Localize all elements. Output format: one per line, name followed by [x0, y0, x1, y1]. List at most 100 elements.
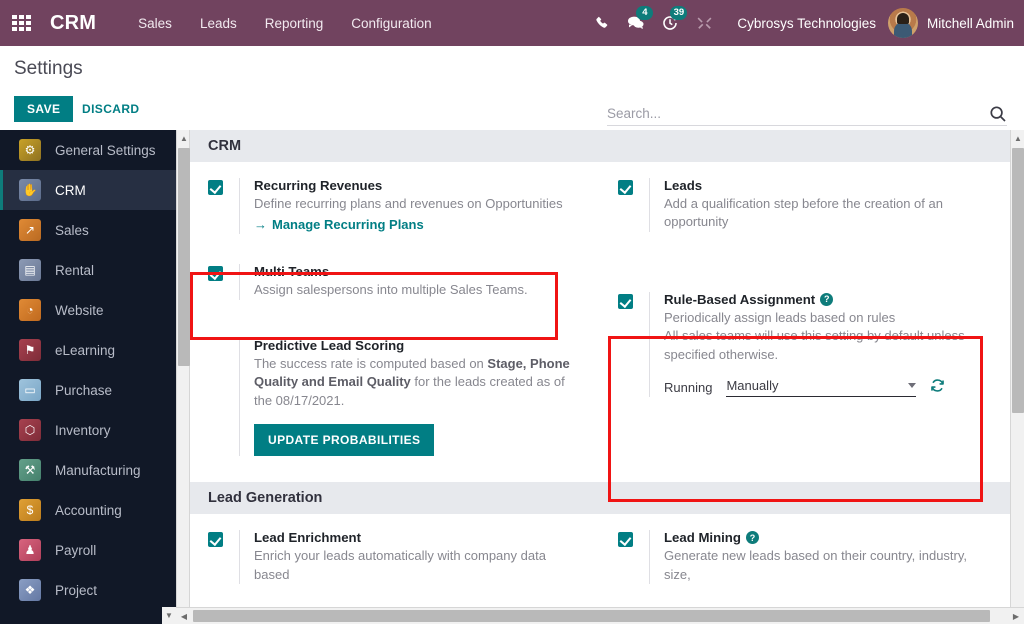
- refresh-icon[interactable]: [930, 378, 945, 397]
- sidebar-item-crm[interactable]: ✋ CRM: [0, 170, 176, 210]
- activities-badge: 39: [670, 6, 688, 20]
- sidebar-item-general-settings[interactable]: ⚙ General Settings: [0, 130, 176, 170]
- setting-recurring-revenues: Recurring Revenues Define recurring plan…: [190, 162, 600, 242]
- sidebar-item-label: Purchase: [55, 382, 113, 398]
- save-button[interactable]: SAVE: [14, 96, 74, 122]
- menu-item-configuration[interactable]: Configuration: [351, 15, 432, 31]
- sidebar-item-manufacturing[interactable]: ⚒ Manufacturing: [0, 450, 176, 490]
- running-select[interactable]: Manually: [726, 378, 917, 398]
- content-vertical-scrollbar[interactable]: ▲ ▼: [1010, 130, 1024, 624]
- scroll-up-arrow-icon[interactable]: ▲: [180, 133, 188, 143]
- setting-rule-based-assignment: Rule-Based Assignment ? Periodically ass…: [600, 240, 1010, 405]
- chart-up-icon: ↗: [19, 219, 41, 241]
- crm-settings-grid: Recurring Revenues Define recurring plan…: [190, 162, 1010, 464]
- help-icon[interactable]: ?: [745, 531, 759, 545]
- sidebar-item-rental[interactable]: ▤ Rental: [0, 250, 176, 290]
- recurring-revenues-description: Define recurring plans and revenues on O…: [254, 196, 563, 211]
- lead-mining-title: Lead Mining ?: [664, 530, 992, 545]
- lead-enrichment-checkbox[interactable]: [208, 532, 223, 548]
- scrollbar-thumb[interactable]: [178, 148, 190, 366]
- search-input[interactable]: [607, 106, 989, 121]
- setting-lead-mining: Lead Mining ? Generate new leads based o…: [600, 514, 1010, 592]
- avatar[interactable]: [887, 8, 918, 38]
- top-navigation-bar: CRM Sales Leads Reporting Configuration …: [0, 0, 1024, 46]
- person-badge-icon: ♟: [19, 539, 41, 561]
- recurring-revenues-checkbox[interactable]: [208, 180, 223, 195]
- multi-teams-description: Assign salespersons into multiple Sales …: [254, 282, 528, 298]
- arrow-right-icon: →: [254, 217, 267, 233]
- sidebar-item-purchase[interactable]: ▭ Purchase: [0, 370, 176, 410]
- app-brand-title[interactable]: CRM: [50, 11, 97, 34]
- content-horizontal-scrollbar[interactable]: ◀ ▶: [176, 607, 1024, 624]
- apps-grid-icon[interactable]: [12, 14, 34, 32]
- developer-tools-icon[interactable]: [687, 8, 721, 38]
- divider: [649, 530, 650, 585]
- menu-item-reporting[interactable]: Reporting: [264, 15, 324, 31]
- lead-mining-label: Lead Mining: [664, 530, 741, 546]
- rule-based-assignment-label: Rule-Based Assignment: [664, 291, 816, 307]
- setting-predictive-lead-scoring: Predictive Lead Scoring The success rate…: [190, 320, 600, 464]
- card-icon: ▭: [19, 379, 41, 401]
- recurring-revenues-title: Recurring Revenues: [254, 178, 383, 193]
- sidebar-item-accounting[interactable]: $ Accounting: [0, 490, 176, 530]
- scroll-up-arrow-icon[interactable]: ▲: [1014, 133, 1022, 143]
- activities-clock-icon[interactable]: 39: [653, 6, 688, 38]
- scroll-right-arrow-icon[interactable]: ▶: [1012, 611, 1020, 621]
- scroll-corner-down-arrow-icon[interactable]: ▼: [162, 607, 176, 624]
- sidebar-vertical-scrollbar[interactable]: ▲ ▼: [176, 130, 190, 624]
- leads-checkbox[interactable]: [618, 180, 633, 195]
- gear-icon: ⚙: [19, 139, 41, 161]
- predictive-lead-scoring-description: The success rate is computed based on St…: [254, 355, 582, 410]
- sidebar-item-payroll[interactable]: ♟ Payroll: [0, 530, 176, 570]
- section-header-lead-generation: Lead Generation: [190, 482, 1010, 515]
- help-icon[interactable]: ?: [820, 292, 834, 306]
- box-icon: ⬡: [19, 419, 41, 441]
- spacer: [208, 338, 223, 456]
- menu-item-leads[interactable]: Leads: [199, 15, 237, 31]
- scroll-left-arrow-icon[interactable]: ◀: [180, 611, 188, 621]
- handshake-icon: ✋: [19, 179, 41, 201]
- calendar-icon: ▤: [19, 259, 41, 281]
- sidebar-item-website[interactable]: ◔ Website: [0, 290, 176, 330]
- lead-mining-checkbox[interactable]: [618, 532, 633, 548]
- crm-left-column: Recurring Revenues Define recurring plan…: [190, 162, 600, 464]
- sidebar-item-label: Website: [55, 302, 104, 318]
- leads-description: Add a qualification step before the crea…: [664, 196, 943, 230]
- lead-generation-grid: Lead Enrichment Enrich your leads automa…: [190, 514, 1010, 592]
- sidebar-item-sales[interactable]: ↗ Sales: [0, 210, 176, 250]
- pls-desc-post: for the leads created as of the 08/17/20…: [254, 374, 565, 408]
- sidebar-item-label: Accounting: [55, 502, 122, 518]
- search-bar[interactable]: [607, 102, 1007, 126]
- divider: [239, 178, 240, 235]
- divider: [239, 264, 240, 300]
- manage-recurring-plans-link[interactable]: → Manage Recurring Plans: [254, 217, 424, 232]
- company-name[interactable]: Cybrosys Technologies: [737, 15, 876, 31]
- sidebar-item-label: Payroll: [55, 542, 97, 558]
- lead-enrichment-title: Lead Enrichment: [254, 530, 361, 546]
- update-probabilities-button[interactable]: UPDATE PROBABILITIES: [254, 424, 435, 457]
- scrollbar-thumb[interactable]: [1012, 148, 1024, 413]
- multi-teams-checkbox[interactable]: [208, 266, 223, 282]
- chevron-down-icon[interactable]: [908, 383, 917, 389]
- menu-item-sales[interactable]: Sales: [138, 15, 172, 31]
- setting-multi-teams: Multi Teams Assign salespersons into mul…: [190, 242, 600, 319]
- sidebar-item-inventory[interactable]: ⬡ Inventory: [0, 410, 176, 450]
- messages-icon[interactable]: 4: [619, 6, 654, 38]
- settings-sidebar: ⚙ General Settings ✋ CRM ↗ Sales ▤ Rental ◔ Websi…: [0, 130, 176, 624]
- scrollbar-thumb[interactable]: [193, 610, 990, 622]
- search-icon[interactable]: [989, 105, 1007, 123]
- sidebar-item-label: Rental: [55, 262, 95, 278]
- phone-icon[interactable]: [585, 8, 619, 38]
- rule-based-assignment-checkbox[interactable]: [618, 293, 633, 309]
- lead-generation-left-column: Lead Enrichment Enrich your leads automa…: [190, 514, 600, 592]
- setting-lead-enrichment: Lead Enrichment Enrich your leads automa…: [190, 514, 600, 592]
- username-label[interactable]: Mitchell Admin: [926, 15, 1014, 31]
- sidebar-item-elearning[interactable]: ⚑ eLearning: [0, 330, 176, 370]
- running-row: Running Manually: [664, 378, 992, 398]
- lead-enrichment-description: Enrich your leads automatically with com…: [254, 548, 546, 582]
- sidebar-item-label: eLearning: [55, 342, 116, 358]
- divider: [239, 337, 240, 457]
- discard-button[interactable]: DISCARD: [78, 96, 143, 122]
- settings-body: ⚙ General Settings ✋ CRM ↗ Sales ▤ Rental ◔ Websi…: [0, 130, 1024, 624]
- sidebar-item-project[interactable]: ❖ Project: [0, 570, 176, 610]
